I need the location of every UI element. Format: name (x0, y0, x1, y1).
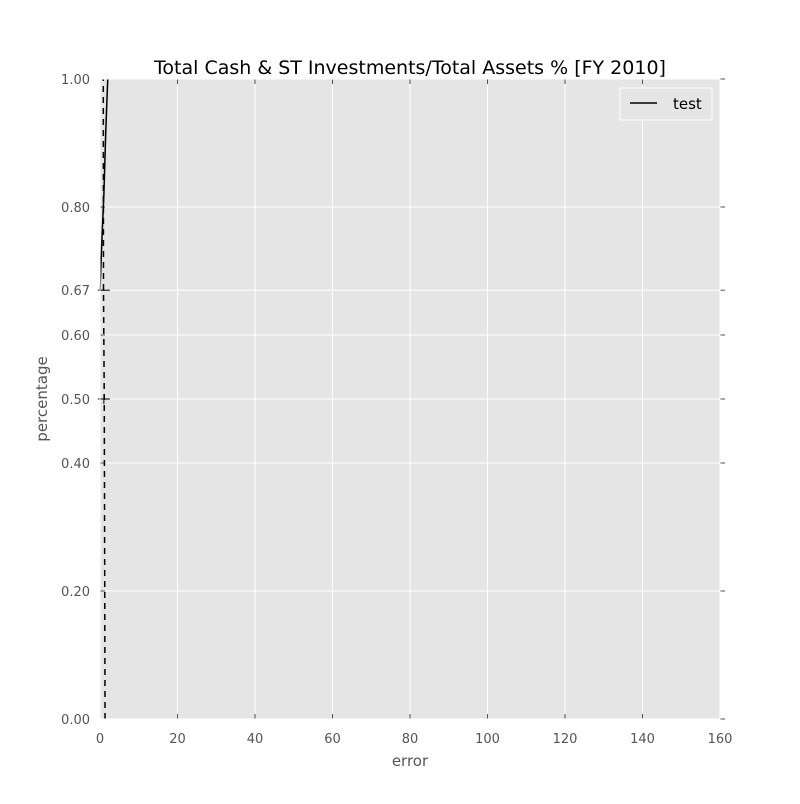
chart-title: Total Cash & ST Investments/Total Assets… (153, 57, 666, 79)
y-tick-label: 1.00 (61, 73, 90, 88)
x-tick-label: 80 (402, 732, 419, 747)
x-tick-label: 160 (708, 732, 733, 747)
legend: test (619, 87, 713, 121)
x-tick-label: 60 (324, 732, 341, 747)
plot-frame (99, 78, 721, 720)
y-tick-label: 0.00 (61, 713, 90, 728)
legend-label: test (673, 95, 702, 113)
y-tick-label: 0.40 (61, 457, 90, 472)
y-tick-label: 0.50 (61, 393, 90, 408)
x-tick-label: 20 (169, 732, 186, 747)
legend-box (619, 87, 713, 121)
x-tick-label: 140 (630, 732, 655, 747)
x-axis-label: error (392, 752, 429, 770)
series-line-dashed-1 (102, 78, 106, 720)
y-axis-label: percentage (33, 356, 51, 441)
x-tick-label: 40 (247, 732, 264, 747)
y-tick-label: 0.20 (61, 585, 90, 600)
y-tick-label: 0.80 (61, 201, 90, 216)
y-tick-label: 0.67 (61, 284, 90, 299)
x-tick-label: 100 (475, 732, 500, 747)
y-tick-label: 0.60 (61, 329, 90, 344)
series-line-solid-0 (99, 78, 109, 291)
x-tick-label: 0 (96, 732, 104, 747)
ticks: 0 20 40 60 80 100 120 140 160 0.00 0.20 0.40 0.50 0.6… (61, 73, 732, 747)
x-tick-label: 120 (553, 732, 578, 747)
